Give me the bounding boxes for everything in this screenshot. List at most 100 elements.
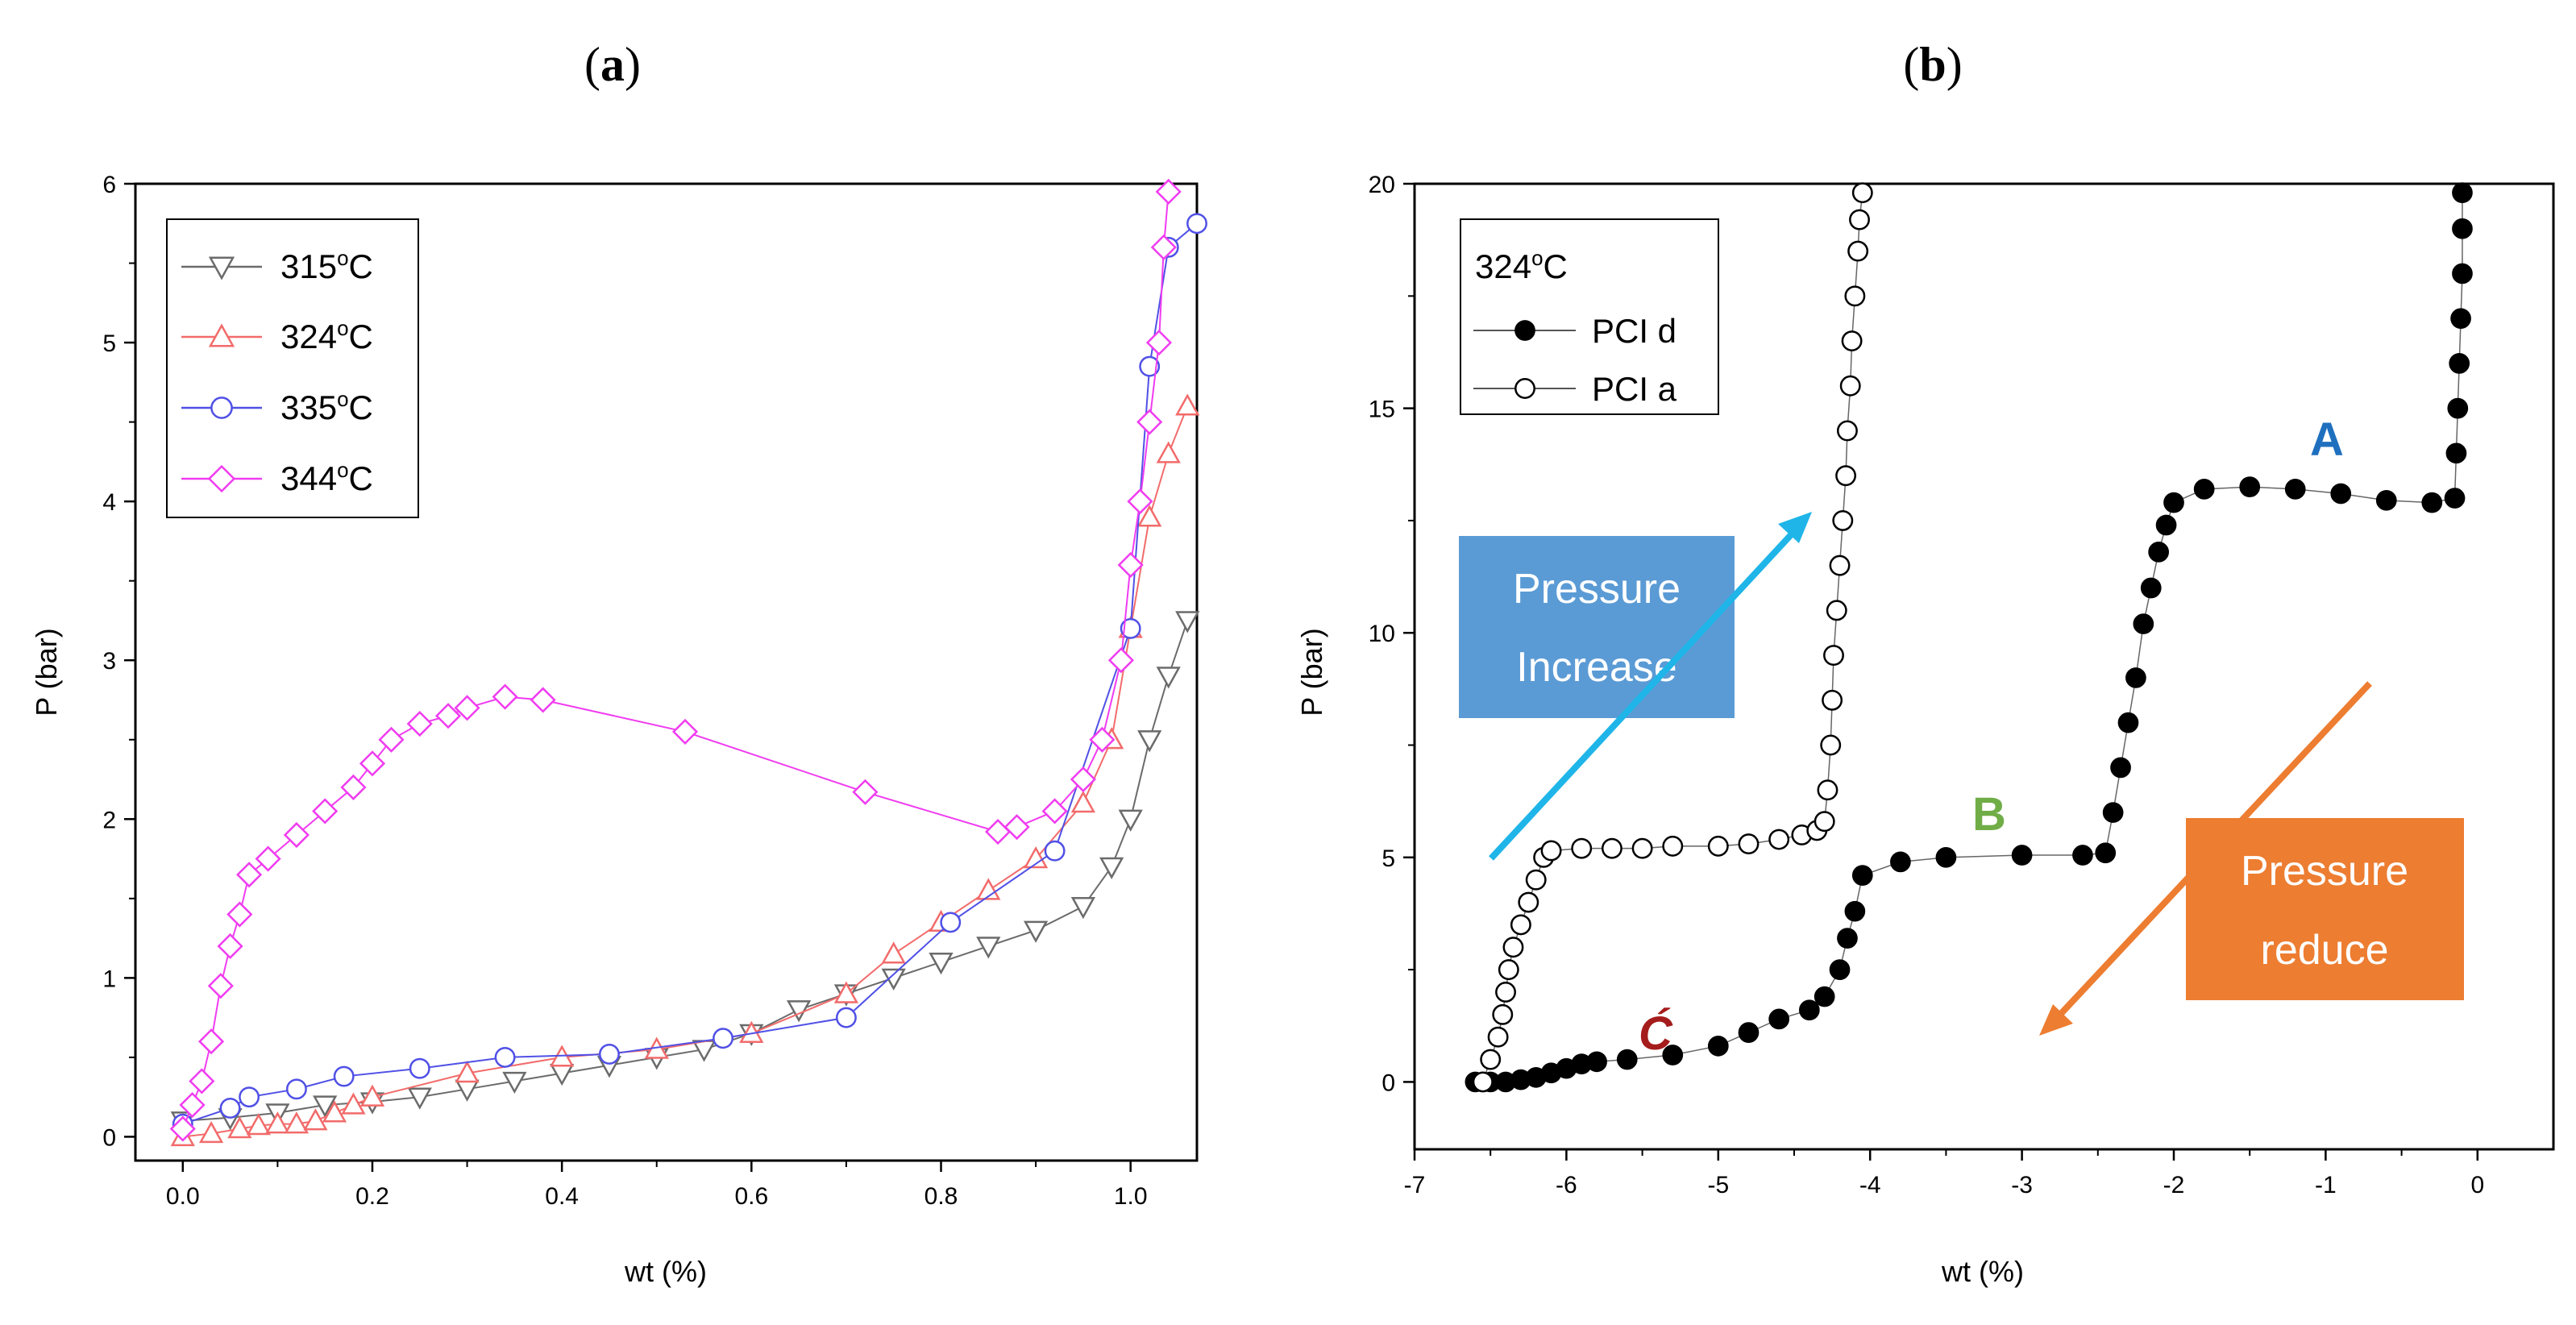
data-point <box>2193 479 2215 500</box>
legend-a-324: 324oC <box>280 316 373 355</box>
chart-b-frame <box>1413 182 2555 1151</box>
data-point <box>2450 308 2471 330</box>
data-point <box>1502 937 1524 958</box>
data-point <box>1070 766 1096 793</box>
data-point <box>1826 600 1847 621</box>
chart-b: -7 -6 -5 -4 -3 -2 -1 0 0 5 10 15 20 wt (%) P (bar) 3… <box>1295 172 2555 1288</box>
data-point <box>1156 441 1181 463</box>
data-point <box>1089 726 1116 753</box>
panel-a-title: (a) <box>584 38 641 91</box>
data-point <box>1935 846 1957 868</box>
data-point <box>2140 577 2162 599</box>
pressure-reduce-line2: reduce <box>2261 927 2389 974</box>
chart-b-y-label: P (bar) <box>1295 628 1328 716</box>
data-point <box>1662 835 1684 857</box>
data-point <box>1118 809 1143 832</box>
data-point <box>1847 240 1869 262</box>
data-point <box>169 1115 196 1142</box>
chart-a-x-label: wt (%) <box>624 1255 707 1288</box>
series-315-c <box>170 611 1200 1134</box>
data-point <box>1070 791 1096 813</box>
data-point <box>1849 209 1870 231</box>
data-point <box>1137 730 1162 753</box>
data-point <box>1631 837 1653 859</box>
data-point <box>1707 1035 1729 1057</box>
legend-a-marker <box>207 464 236 493</box>
x-tick-label: 1.0 <box>1114 1183 1148 1210</box>
chart-b-legend: 324oC PCI d PCI a <box>1460 218 1719 415</box>
data-point <box>226 901 253 928</box>
data-point <box>1186 213 1207 235</box>
data-point <box>333 1065 355 1087</box>
data-point <box>1150 234 1177 260</box>
y-tick-label: 15 <box>1369 397 1395 423</box>
data-point <box>265 1111 290 1134</box>
data-point <box>407 1087 432 1110</box>
series-344-c <box>169 178 1182 1142</box>
data-point <box>246 1113 271 1136</box>
data-point <box>1814 986 1835 1007</box>
data-point <box>2445 442 2467 464</box>
data-point <box>285 1078 307 1100</box>
data-point <box>341 1092 366 1115</box>
panel-a-letter: a <box>600 38 625 91</box>
y-tick-label: 5 <box>1381 845 1395 872</box>
data-point <box>1829 959 1851 980</box>
data-point <box>1832 509 1854 531</box>
data-point <box>1571 837 1593 859</box>
pressure-increase-box <box>1459 536 1735 718</box>
data-point <box>984 818 1012 845</box>
x-tick-label: 0.2 <box>355 1183 389 1210</box>
data-point <box>2449 353 2470 374</box>
chart-a: 0.0 0.2 0.4 0.6 0.8 1.0 0 1 2 3 4 5 6 wt (%) P (bar)… <box>30 172 1207 1288</box>
data-point <box>1768 829 1790 850</box>
data-point <box>1175 393 1200 416</box>
arrow-increase-head <box>1778 512 1812 543</box>
label-a: A <box>2310 413 2344 466</box>
chart-a-ticks: 0.0 0.2 0.4 0.6 0.8 1.0 0 1 2 3 4 5 6 <box>102 172 1147 1210</box>
data-point <box>406 710 433 737</box>
data-point <box>1768 1008 1790 1030</box>
data-point <box>1839 375 1861 397</box>
data-point <box>2375 489 2397 511</box>
x-tick-label: -3 <box>2011 1172 2033 1198</box>
x-tick-label: 0 <box>2470 1172 2484 1198</box>
data-point <box>255 845 281 872</box>
data-point <box>2239 476 2261 497</box>
data-point <box>359 1084 385 1107</box>
chart-b-series <box>1465 182 2473 1093</box>
x-tick-label: -5 <box>1707 1172 1729 1198</box>
label-c: Ć <box>1639 1007 1673 1060</box>
arrow-increase <box>1489 525 1800 861</box>
chart-a-series <box>169 178 1207 1147</box>
data-point <box>1518 891 1539 913</box>
pressure-increase-line1: Pressure <box>1513 566 1681 613</box>
data-point <box>1817 779 1839 801</box>
data-point <box>852 779 879 805</box>
data-point <box>227 1116 252 1139</box>
legend-a-335: 335oC <box>280 387 373 426</box>
y-tick-label: 2 <box>102 807 116 833</box>
data-point <box>1136 409 1163 435</box>
data-point <box>1472 1071 1494 1093</box>
data-point <box>1851 865 1873 886</box>
data-point <box>713 1028 734 1049</box>
panel-b-title: (b) <box>1903 38 1962 91</box>
data-point <box>1023 920 1049 943</box>
y-tick-label: 3 <box>102 648 116 675</box>
series-335-c <box>172 213 1207 1135</box>
data-point <box>378 726 405 753</box>
data-point <box>881 941 906 964</box>
data-point <box>2072 845 2093 866</box>
data-point <box>198 1120 224 1144</box>
data-point <box>322 1100 347 1123</box>
data-point <box>454 695 480 721</box>
data-point <box>2095 842 2117 864</box>
data-point <box>434 703 462 729</box>
x-tick-label: -4 <box>1859 1172 1881 1198</box>
data-point <box>1851 182 1873 204</box>
chart-a-frame <box>134 182 1199 1162</box>
data-point <box>1738 1022 1760 1043</box>
series-pci-a <box>1472 182 1873 1093</box>
data-point <box>1127 488 1153 515</box>
